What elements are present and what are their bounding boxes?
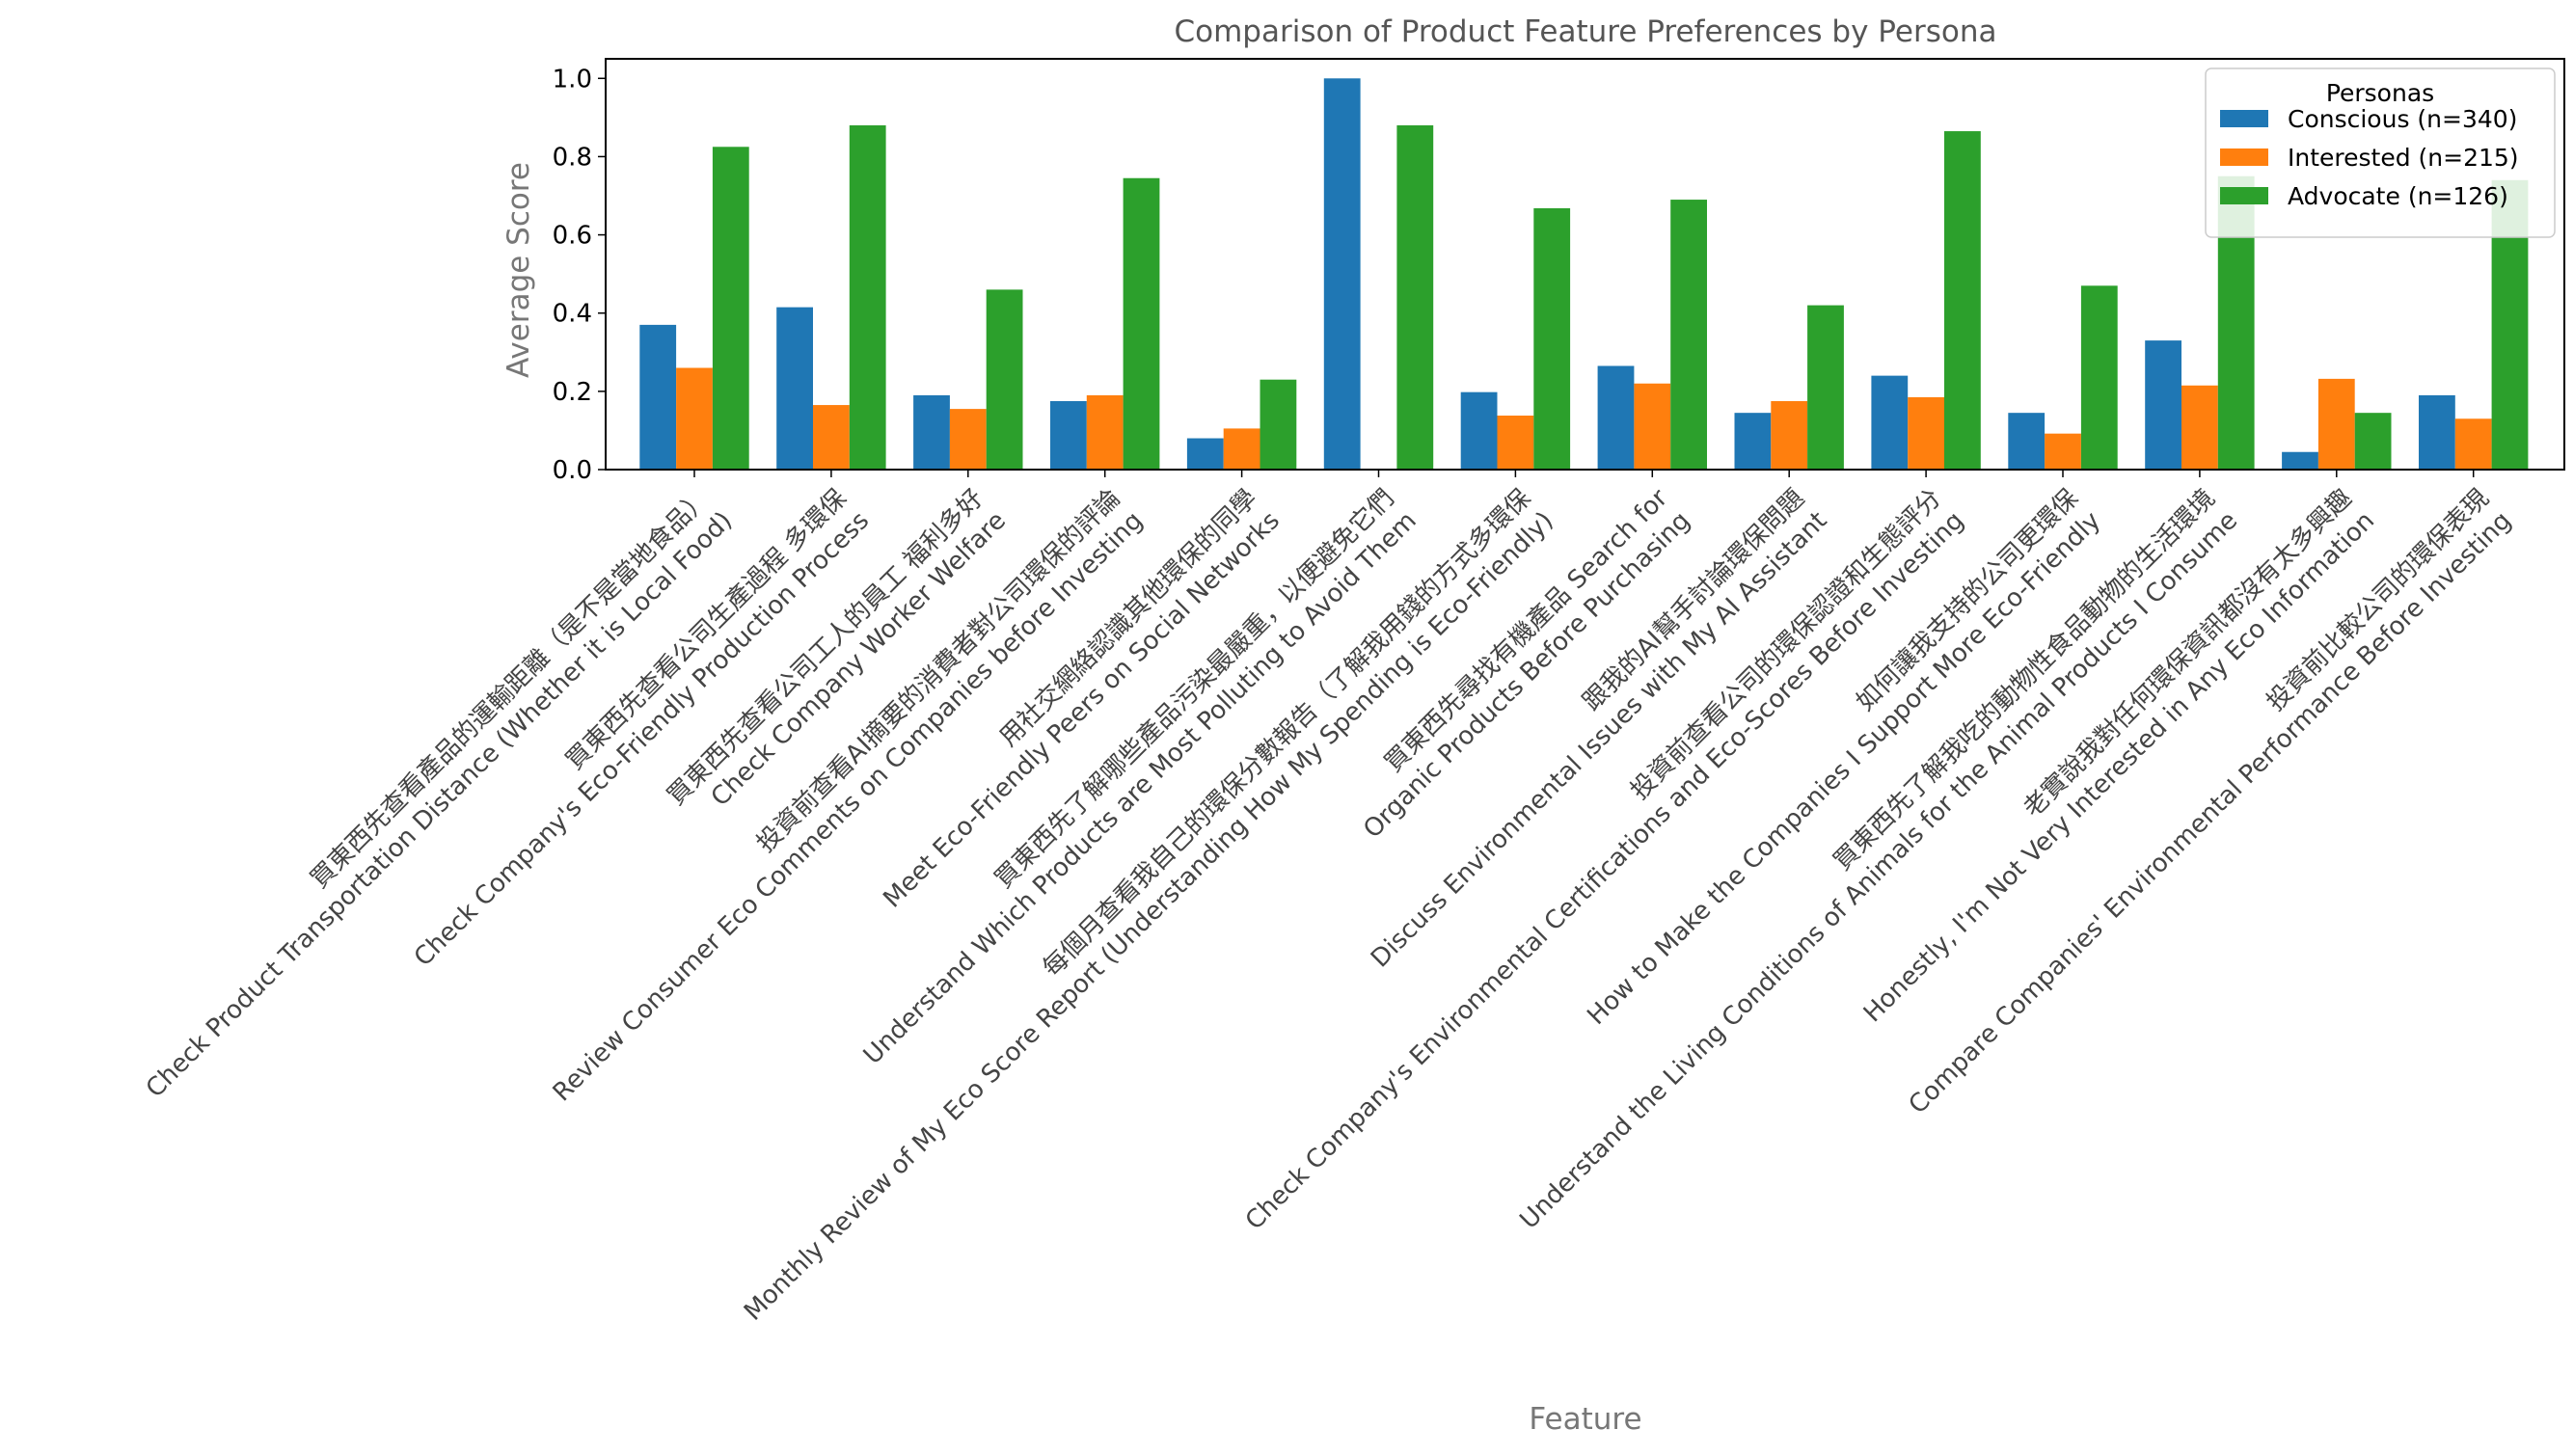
legend-swatch-2 [2220, 148, 2268, 166]
bar-interested-11 [2045, 433, 2081, 470]
bar-conscious-2 [776, 307, 813, 470]
bars-layer [639, 78, 2529, 471]
chart-title: Comparison of Product Feature Preference… [1175, 14, 1997, 49]
bar-interested-7 [1497, 416, 1534, 470]
bar-advocate-5 [1260, 379, 1297, 470]
y-tick-label: 0.2 [553, 378, 592, 407]
legend-label-2: Interested (n=215) [2288, 144, 2519, 172]
bar-interested-5 [1223, 428, 1260, 470]
y-axis-label: Average Score [501, 162, 536, 378]
bar-conscious-14 [2419, 394, 2455, 470]
bar-conscious-9 [1734, 413, 1772, 470]
bar-conscious-3 [913, 394, 950, 470]
legend-swatch-1 [2220, 110, 2268, 127]
bar-interested-8 [1634, 383, 1671, 470]
bar-advocate-8 [1670, 200, 1707, 470]
legend-swatch-3 [2220, 187, 2268, 204]
y-tick-label: 0.6 [553, 222, 592, 251]
legend-title: Personas [2326, 79, 2434, 107]
bar-interested-10 [1908, 396, 1944, 470]
x-tick-label: 買東西先了解哪些產品污染最嚴重，以便避免它們Understand Which P… [836, 484, 1422, 1070]
legend-label-3: Advocate (n=126) [2288, 182, 2508, 210]
bar-advocate-3 [986, 289, 1023, 470]
ticks-layer: 0.00.20.40.60.81.0買東西先查看產品的運輸距離（是不是當地食品）… [141, 65, 2517, 1326]
bar-interested-14 [2454, 418, 2492, 470]
x-axis-label: Feature [1529, 1402, 1641, 1437]
bar-advocate-6 [1396, 124, 1434, 470]
bar-conscious-5 [1186, 438, 1224, 470]
bar-conscious-8 [1597, 365, 1635, 470]
plot-area-frame [605, 58, 2565, 471]
y-tick-label: 0.4 [553, 300, 592, 329]
y-tick-label: 0.8 [553, 143, 592, 172]
y-tick-label: 1.0 [553, 65, 592, 94]
bar-conscious-10 [1871, 375, 1909, 470]
legend: Personas Conscious (n=340) Interested (n=… [2205, 67, 2556, 238]
bar-conscious-11 [2008, 413, 2046, 470]
bar-advocate-2 [849, 124, 886, 470]
bar-conscious-6 [1323, 78, 1361, 470]
bar-advocate-10 [1944, 131, 1981, 470]
bar-interested-2 [813, 405, 850, 470]
bar-interested-13 [2317, 378, 2355, 470]
legend-label-1: Conscious (n=340) [2288, 105, 2517, 133]
bar-interested-9 [1771, 401, 1808, 470]
y-tick-label: 0.0 [553, 456, 592, 485]
legend-box [2205, 67, 2556, 238]
bar-advocate-7 [1533, 207, 1571, 471]
bar-advocate-4 [1123, 177, 1160, 471]
bar-advocate-9 [1807, 305, 1844, 470]
bar-conscious-4 [1050, 401, 1087, 470]
bar-interested-3 [949, 409, 987, 470]
bar-interested-1 [676, 367, 713, 470]
bar-interested-12 [2181, 385, 2218, 470]
bar-conscious-7 [1460, 391, 1498, 470]
bar-conscious-12 [2145, 340, 2181, 470]
bar-advocate-13 [2354, 413, 2392, 470]
bar-advocate-1 [712, 147, 749, 471]
bar-advocate-11 [2080, 285, 2118, 470]
bar-conscious-1 [639, 324, 677, 470]
bar-interested-4 [1086, 394, 1124, 470]
bar-conscious-13 [2282, 451, 2318, 470]
